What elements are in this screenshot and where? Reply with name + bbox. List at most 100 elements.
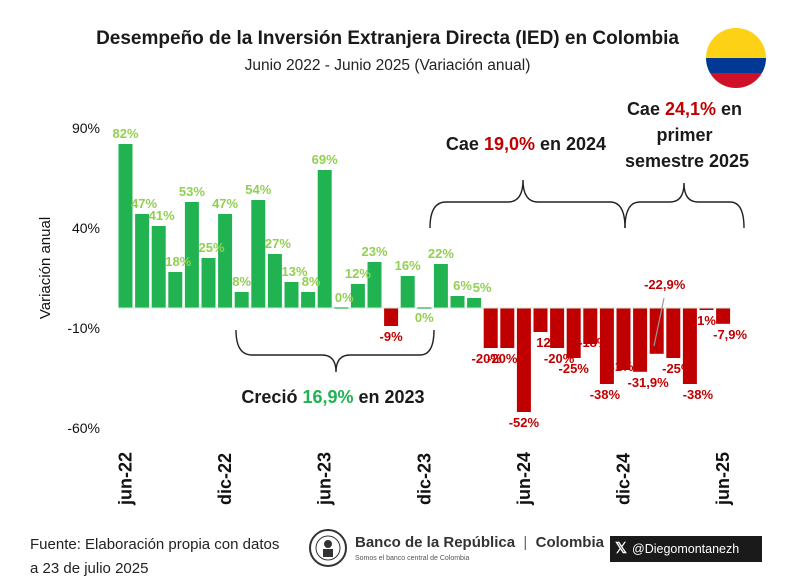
bank-separator: | — [519, 534, 532, 551]
data-label: -25% — [662, 361, 693, 376]
twitter-handle-badge[interactable]: 𝕏 @Diegomontanezh — [610, 536, 762, 562]
bar — [201, 258, 216, 308]
y-axis: 90% 40% -10% -60% — [67, 120, 100, 436]
bar — [467, 298, 482, 308]
data-label: -31,9% — [627, 375, 669, 390]
bar — [301, 292, 316, 308]
x-tick-label: dic-24 — [614, 453, 634, 505]
bar — [400, 276, 415, 308]
bank-country: Colombia — [535, 534, 604, 551]
data-label: -38% — [683, 387, 714, 402]
data-label: 53% — [179, 184, 205, 199]
data-label: 13% — [281, 264, 307, 279]
data-label: 0% — [335, 290, 354, 305]
annotation-cae2025-line3: semestre 2025 — [625, 151, 749, 171]
bar — [350, 284, 365, 308]
source-note: Fuente: Elaboración propia con datos a 2… — [30, 533, 279, 581]
annotation-crecio-value: 16,9% — [302, 387, 353, 407]
annotation-cae2025-value: 24,1% — [665, 99, 716, 119]
bar — [616, 308, 631, 370]
annotation-cae-2024: Cae 19,0% en 2024 — [446, 134, 606, 154]
bar — [234, 292, 249, 308]
x-tick-label: jun-24 — [514, 452, 534, 506]
brace-2024 — [429, 179, 626, 229]
chart-title: Desempeño de la Inversión Extranjera Dir… — [96, 28, 679, 49]
bar — [251, 200, 266, 308]
data-label: -38% — [590, 387, 621, 402]
annotation-crecio-suffix: en 2023 — [354, 387, 425, 407]
data-label: 1% — [697, 313, 716, 328]
bank-name: Banco de la República — [355, 534, 516, 551]
data-label: 5% — [473, 280, 492, 295]
brace-2023 — [235, 329, 435, 373]
source-line-2: a 23 de julio 2025 — [30, 560, 149, 577]
x-tick-label: jun-25 — [713, 452, 733, 506]
bar — [267, 254, 282, 308]
bar — [500, 308, 515, 348]
bar — [367, 262, 382, 308]
x-tick-label: jun-23 — [315, 452, 335, 506]
bar — [218, 214, 233, 308]
data-label: 6% — [453, 278, 472, 293]
bar — [184, 202, 199, 308]
data-label: -52% — [509, 415, 540, 430]
bank-logo: Banco de la República | Colombia Somos e… — [308, 528, 608, 568]
brace-2025 — [624, 182, 745, 229]
bar — [666, 308, 681, 358]
bank-tagline: Somos el banco central de Colombia — [355, 555, 470, 562]
bar — [433, 264, 448, 308]
data-label: -22,9% — [644, 277, 686, 292]
annotation-braces — [235, 179, 745, 373]
bar — [151, 226, 166, 308]
label-leader-line — [653, 297, 665, 347]
annotation-crecio-2023: Creció 16,9% en 2023 — [241, 387, 424, 407]
annotation-cae2025-line1-prefix: Cae — [627, 99, 665, 119]
y-tick-label: -10% — [67, 320, 100, 336]
bank-name-line: Banco de la República | Colombia — [355, 534, 604, 551]
data-label: -18% — [578, 335, 609, 350]
annotation-crecio-prefix: Creció — [241, 387, 302, 407]
data-label: -20% — [472, 351, 503, 366]
bar — [599, 308, 614, 384]
y-axis-title: Variación anual — [37, 217, 54, 319]
data-label: -20% — [544, 351, 575, 366]
bar — [699, 308, 714, 310]
data-label: 8% — [302, 274, 321, 289]
data-label: 82% — [112, 126, 138, 141]
annotation-cae2025-line2: primer — [656, 125, 712, 145]
x-tick-label: jun-22 — [116, 452, 136, 506]
bars — [118, 144, 731, 412]
data-label: 69% — [312, 152, 338, 167]
data-label: 8% — [232, 274, 251, 289]
x-axis: jun-22 dic-22 jun-23 dic-23 jun-24 dic-24 jun-… — [116, 452, 734, 506]
data-label: -25% — [559, 361, 590, 376]
data-label: 18% — [165, 254, 191, 269]
bar — [516, 308, 531, 412]
twitter-handle: @Diegomontanezh — [632, 542, 740, 556]
data-label: 31% — [607, 359, 633, 374]
x-tick-label: dic-23 — [414, 453, 434, 505]
annotation-cae-2025: Cae 24,1% en primer semestre 2025 — [625, 99, 749, 171]
annotation-cae2024-suffix: en 2024 — [535, 134, 606, 154]
bar — [483, 308, 498, 348]
bar — [118, 144, 133, 308]
data-labels: 82%47%41%18%53%25%47%8%54%27%13%8%69%0%1… — [112, 126, 747, 430]
bar — [450, 296, 465, 308]
data-label: -20% — [487, 351, 518, 366]
data-label: 47% — [131, 196, 157, 211]
bank-seal-icon — [309, 529, 347, 567]
data-label: 54% — [245, 182, 271, 197]
data-label: 16% — [395, 258, 421, 273]
bar — [284, 282, 299, 308]
x-tick-label: dic-22 — [215, 453, 235, 505]
bar — [682, 308, 697, 384]
data-label: 12% — [345, 266, 371, 281]
data-label: 22% — [428, 246, 454, 261]
annotation-cae2024-value: 19,0% — [484, 134, 535, 154]
data-label: 0% — [415, 310, 434, 325]
x-logo-icon: 𝕏 — [614, 540, 628, 557]
annotation-cae2025-line1-suffix: en — [716, 99, 742, 119]
y-tick-label: -60% — [67, 420, 100, 436]
bar — [583, 308, 598, 344]
